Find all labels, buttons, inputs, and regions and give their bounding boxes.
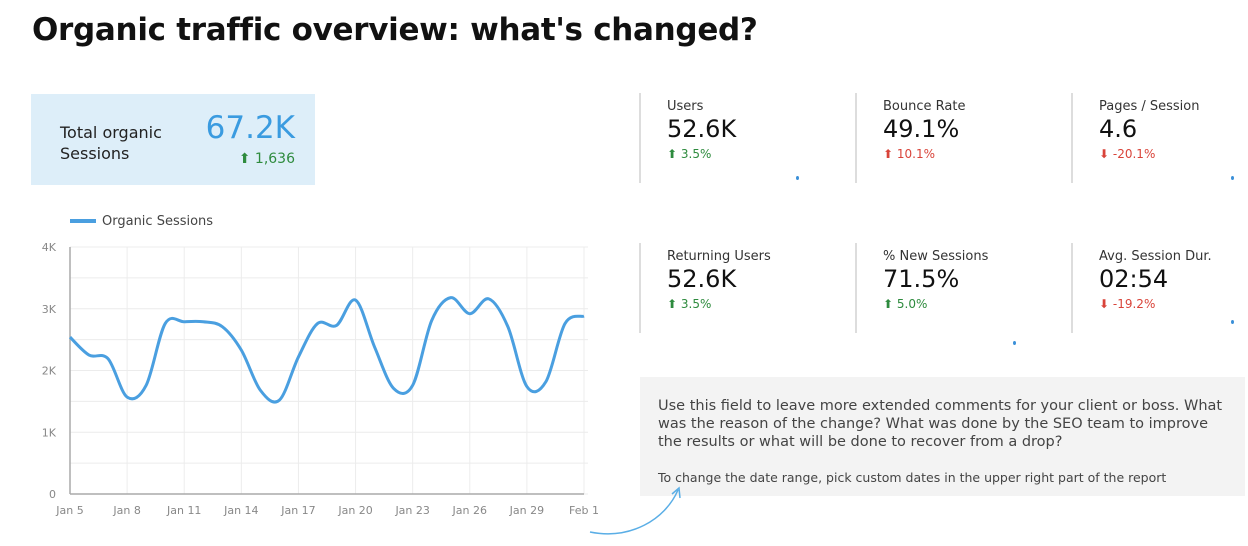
scorecard-value: 52.6K bbox=[667, 115, 737, 143]
y-tick-label: 1K bbox=[42, 426, 57, 439]
scorecard-value: 02:54 bbox=[1099, 265, 1169, 293]
x-tick-label: Jan 14 bbox=[223, 504, 258, 517]
page-title: Organic traffic overview: what's changed… bbox=[32, 12, 758, 48]
comment-box[interactable]: Use this field to leave more extended co… bbox=[640, 377, 1245, 496]
scorecard-change: ⬇ -19.2% bbox=[1099, 297, 1156, 311]
scorecard-change: ⬆ 3.5% bbox=[667, 297, 712, 311]
x-tick-label: Jan 20 bbox=[337, 504, 372, 517]
scorecard-change: ⬆ 3.5% bbox=[667, 147, 712, 161]
sparkline-dot bbox=[1013, 341, 1016, 345]
scorecard-label: Users bbox=[667, 99, 704, 114]
scorecard-label: Returning Users bbox=[667, 249, 771, 264]
x-tick-label: Jan 5 bbox=[55, 504, 83, 517]
series-line-organic-sessions bbox=[68, 296, 585, 404]
scorecard--new-sessions: % New Sessions 71.5% ⬆ 5.0% bbox=[855, 243, 1055, 333]
curved-arrow-icon bbox=[589, 486, 681, 535]
x-tick-label: Jan 11 bbox=[166, 504, 201, 517]
scorecard-avg-session-dur: Avg. Session Dur. 02:54 ⬇ -19.2% bbox=[1071, 243, 1248, 333]
scorecard-bounce-rate: Bounce Rate 49.1% ⬆ 10.1% bbox=[855, 93, 1055, 183]
sparkline-dot bbox=[1231, 176, 1234, 180]
arrow-up-icon: ⬆ bbox=[883, 147, 894, 161]
y-tick-label: 4K bbox=[42, 241, 57, 254]
y-tick-label: 3K bbox=[42, 303, 57, 316]
organic-sessions-chart: Jan 5 Jan 8 Jan 11 Jan 14 Jan 17 Jan 20 Jan 23… bbox=[42, 214, 599, 517]
arrow-down-icon: ⬇ bbox=[1099, 297, 1110, 311]
scorecard-label: Avg. Session Dur. bbox=[1099, 249, 1212, 264]
scorecard-label: Bounce Rate bbox=[883, 99, 966, 114]
sparkline-dot bbox=[1231, 320, 1234, 324]
x-tick-label: Feb 1 bbox=[569, 504, 599, 517]
scorecard-label: % New Sessions bbox=[883, 249, 989, 264]
total-sessions-scorecard: Total organic Sessions 67.2K ⬆ 1,636 bbox=[31, 94, 315, 185]
y-tick-label: 2K bbox=[42, 365, 57, 378]
scorecard-change: ⬆ 10.1% bbox=[883, 147, 936, 161]
y-tick-label: 0 bbox=[49, 488, 56, 501]
scorecard-value: 49.1% bbox=[883, 115, 960, 143]
sparkline-dot bbox=[796, 176, 799, 180]
arrow-up-icon: ⬆ bbox=[667, 297, 678, 311]
scorecard-change: ⬆ 5.0% bbox=[883, 297, 928, 311]
date-range-note: To change the date range, pick custom da… bbox=[658, 470, 1167, 485]
total-label: Total organic Sessions bbox=[60, 123, 162, 163]
comment-text: Use this field to leave more extended co… bbox=[658, 398, 1223, 450]
x-tick-label: Jan 8 bbox=[112, 504, 140, 517]
scorecard-change: ⬇ -20.1% bbox=[1099, 147, 1156, 161]
scorecard-pages-session: Pages / Session 4.6 ⬇ -20.1% bbox=[1071, 93, 1248, 183]
x-tick-label: Jan 23 bbox=[394, 504, 429, 517]
total-change: ⬆ 1,636 bbox=[238, 151, 295, 167]
scorecard-value: 71.5% bbox=[883, 265, 960, 293]
arrow-up-icon: ⬆ bbox=[883, 297, 894, 311]
scorecard-returning-users: Returning Users 52.6K ⬆ 3.5% bbox=[639, 243, 839, 333]
x-tick-label: Jan 26 bbox=[452, 504, 487, 517]
scorecard-label: Pages / Session bbox=[1099, 99, 1200, 114]
legend-label: Organic Sessions bbox=[102, 214, 213, 229]
scorecard-value: 4.6 bbox=[1099, 115, 1138, 143]
scorecard-users: Users 52.6K ⬆ 3.5% bbox=[639, 93, 839, 183]
arrow-up-icon: ⬆ bbox=[667, 147, 678, 161]
x-tick-label: Jan 17 bbox=[280, 504, 315, 517]
arrow-up-icon: ⬆ bbox=[238, 151, 251, 167]
x-tick-label: Jan 29 bbox=[509, 504, 544, 517]
scorecard-value: 52.6K bbox=[667, 265, 737, 293]
arrow-down-icon: ⬇ bbox=[1099, 147, 1110, 161]
total-value: 67.2K bbox=[205, 110, 295, 146]
